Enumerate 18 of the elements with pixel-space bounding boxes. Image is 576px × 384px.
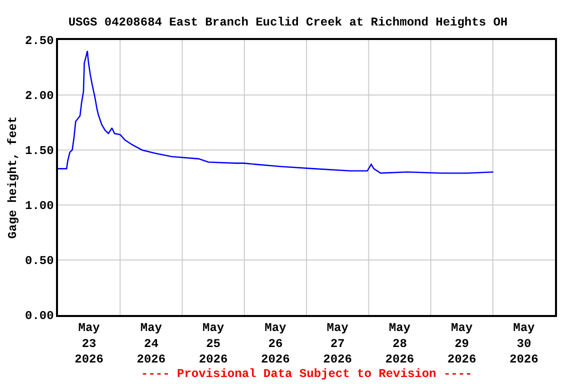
y-tick-label: 2.50 bbox=[25, 34, 54, 48]
y-tick-label: 0.00 bbox=[25, 309, 54, 324]
x-tick-label: May 30 2026 bbox=[510, 321, 538, 366]
chart-title: USGS 04208684 East Branch Euclid Creek at Richmond Heights OH bbox=[68, 16, 508, 30]
x-tick-label: May 23 2026 bbox=[74, 321, 104, 366]
x-tick-label: May 29 2026 bbox=[447, 321, 476, 366]
x-tick-label: May 26 2026 bbox=[261, 321, 290, 366]
x-tick-label: May 28 2026 bbox=[385, 321, 414, 366]
x-tick-label: May 24 2026 bbox=[136, 321, 166, 366]
line-series bbox=[58, 50, 494, 174]
y-axis-title: Gage height, feet bbox=[6, 116, 20, 239]
y-tick-label: 1.00 bbox=[25, 199, 54, 214]
text: ---- Provisional Data Subject to Revision ---- bbox=[141, 367, 472, 381]
y-tick-label: 0.50 bbox=[25, 254, 54, 268]
y-tick-label: 2.00 bbox=[25, 89, 54, 104]
y-tick-label: 1.50 bbox=[25, 144, 54, 158]
x-tick-label: May 27 2026 bbox=[323, 321, 352, 366]
x-tick-label: May 25 2026 bbox=[198, 321, 228, 366]
